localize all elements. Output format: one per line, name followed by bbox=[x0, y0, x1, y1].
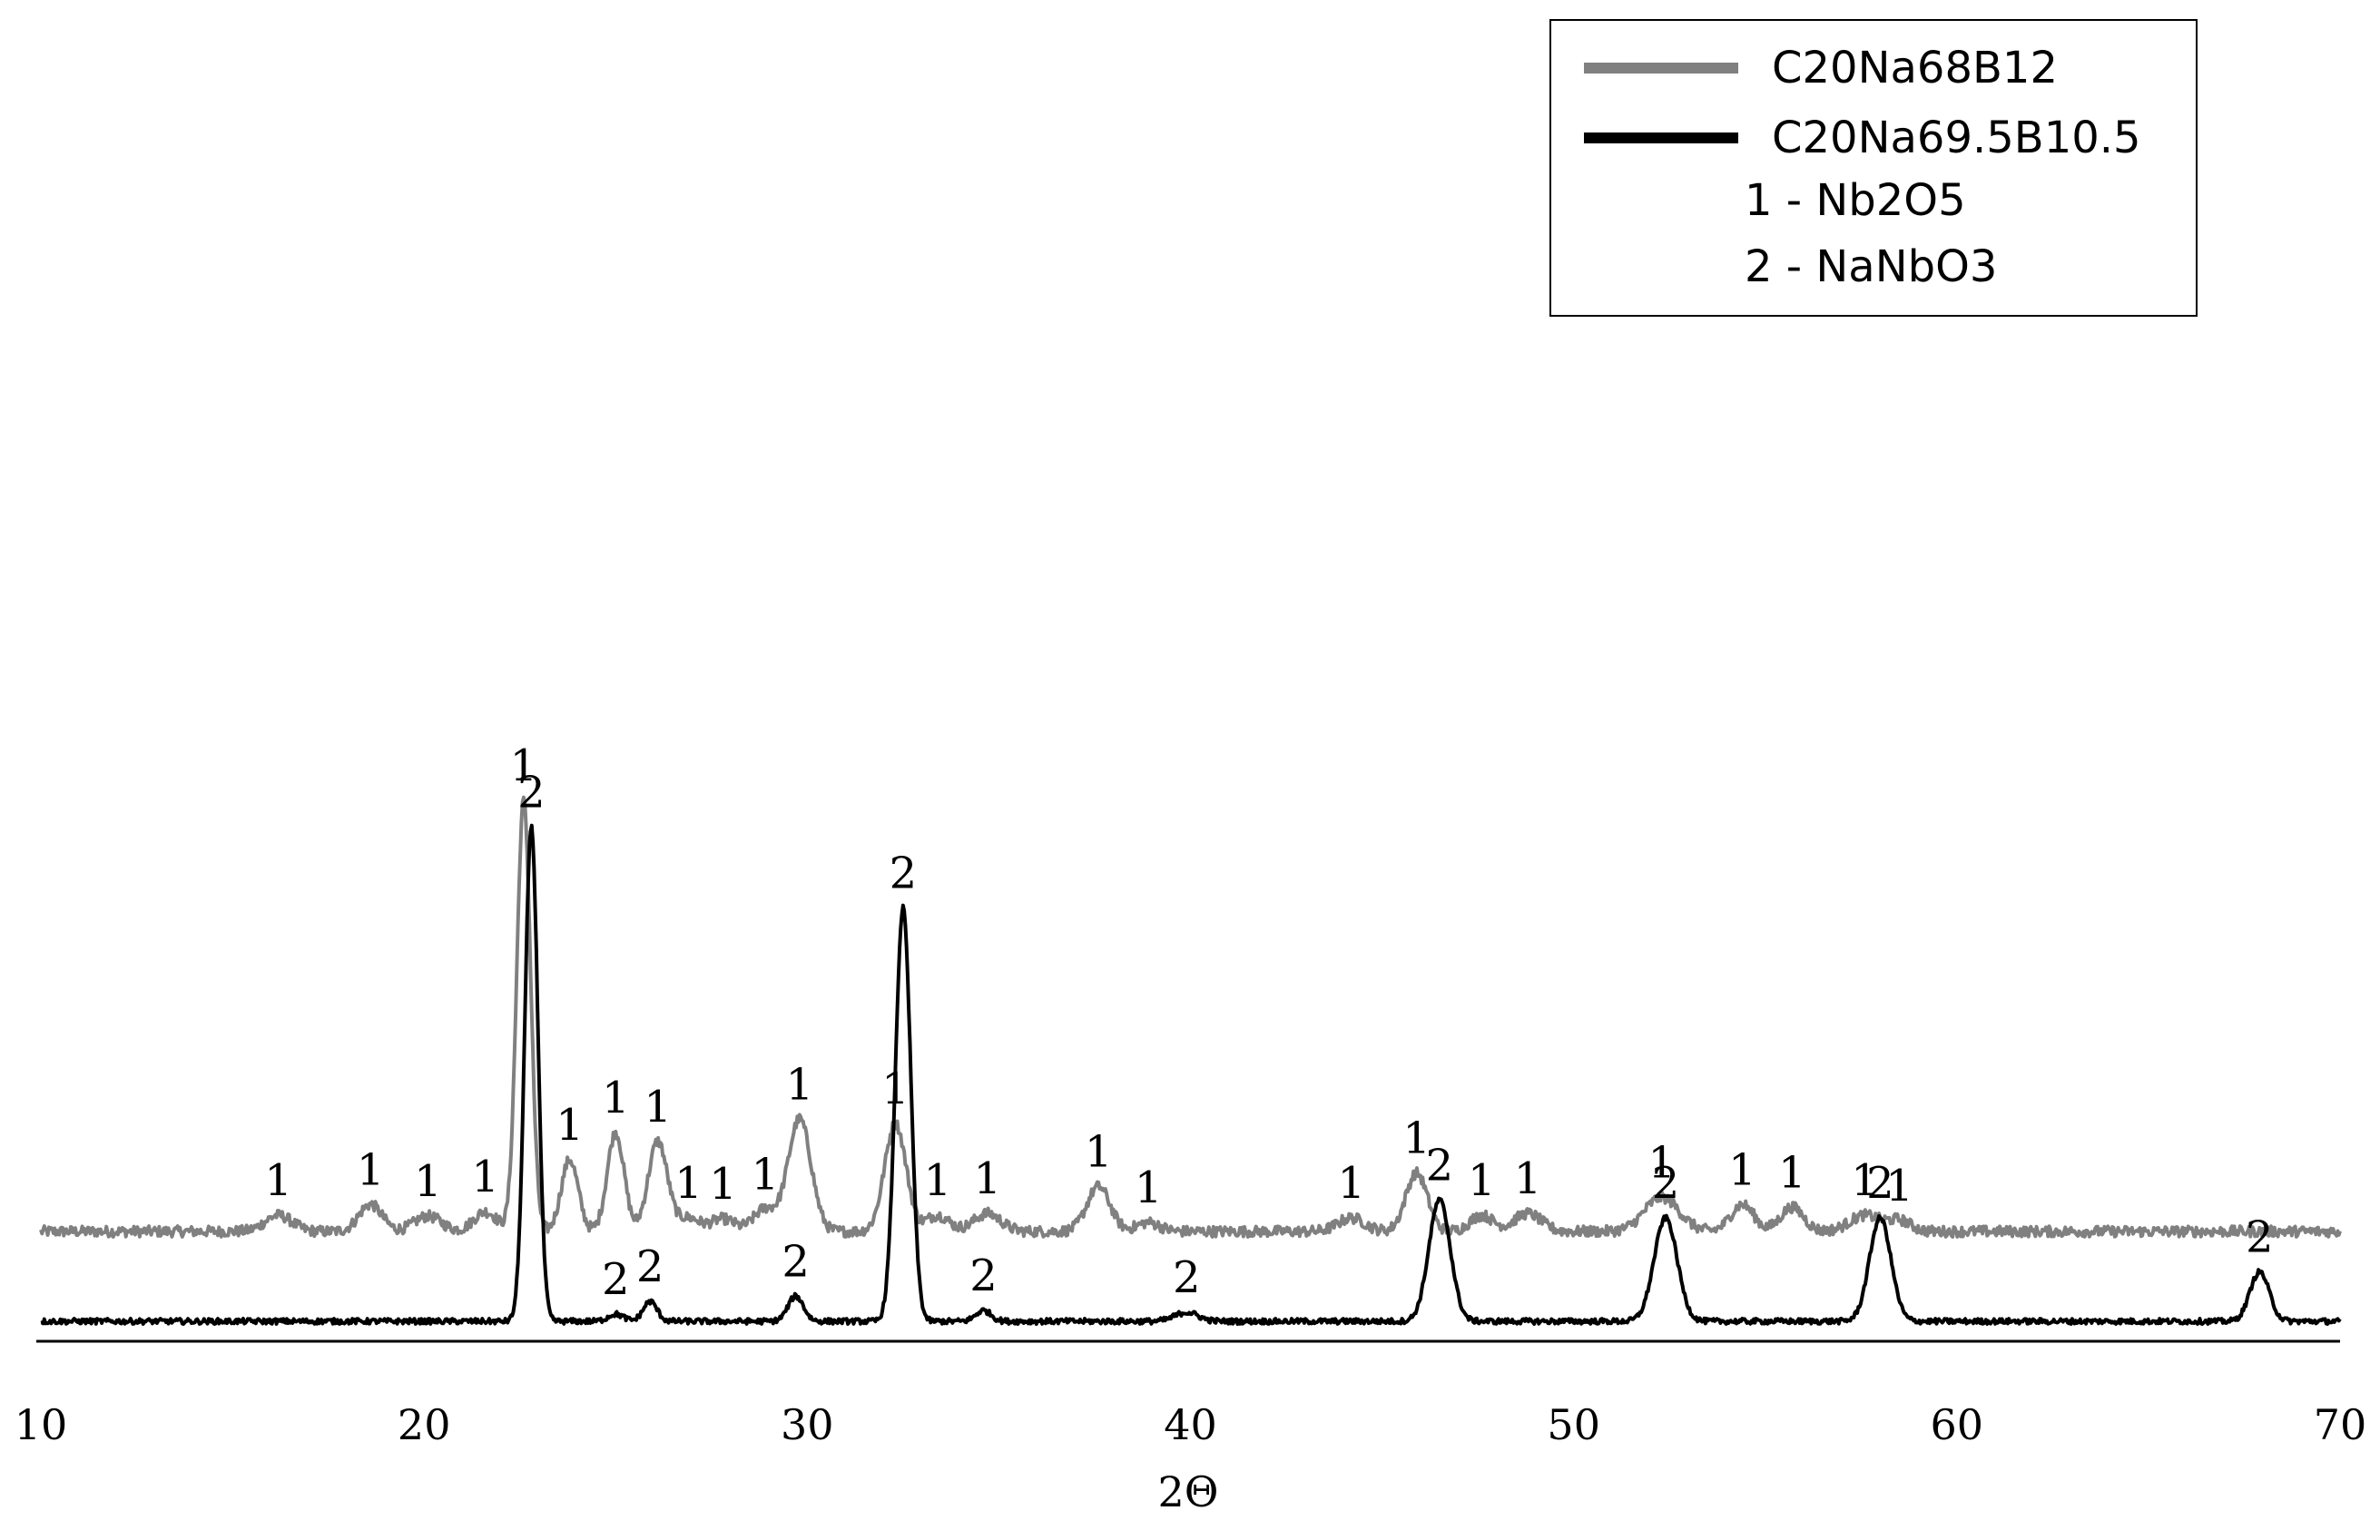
series-line-c20na68b12 bbox=[39, 795, 2342, 1239]
legend-label-c20na68b12: C20Na68B12 bbox=[1772, 43, 2058, 93]
peak-label: 1 bbox=[974, 1153, 1002, 1204]
legend-note-2: 2 - NaNbO3 bbox=[1745, 241, 1997, 292]
peak-label: 1 bbox=[1728, 1144, 1756, 1195]
peak-label: 2 bbox=[602, 1254, 630, 1305]
x-tick-label: 60 bbox=[1931, 1400, 1984, 1449]
x-tick-label: 30 bbox=[781, 1400, 834, 1449]
legend-note-1: 1 - Nb2O5 bbox=[1745, 175, 1966, 226]
peak-label: 1 bbox=[510, 741, 538, 791]
peak-label: 1 bbox=[1085, 1127, 1113, 1178]
legend: C20Na68B12 C20Na69.5B10.5 1 - Nb2O5 2 - … bbox=[1549, 19, 2198, 317]
legend-label-c20na69-5b10-5: C20Na69.5B10.5 bbox=[1772, 113, 2141, 163]
peak-label: 2 bbox=[517, 768, 546, 819]
peak-label: 1 bbox=[924, 1155, 952, 1206]
peak-label: 1 bbox=[471, 1152, 499, 1202]
peak-label: 2 bbox=[782, 1236, 810, 1287]
x-tick-label: 20 bbox=[398, 1400, 451, 1449]
peak-label: 1 bbox=[357, 1144, 385, 1195]
peak-label: 1 bbox=[1338, 1158, 1366, 1209]
peak-label: 1 bbox=[1402, 1113, 1431, 1164]
x-tick-label: 70 bbox=[2314, 1400, 2367, 1449]
peak-label: 1 bbox=[264, 1155, 292, 1206]
peak-label: 1 bbox=[414, 1156, 442, 1207]
peak-label: 2 bbox=[636, 1241, 664, 1292]
series-line-c20na69-5b10-5 bbox=[40, 823, 2342, 1326]
peak-label: 2 bbox=[1173, 1252, 1201, 1303]
peak-label: 1 bbox=[1885, 1161, 1913, 1211]
peak-label: 1 bbox=[1468, 1155, 1496, 1206]
peak-label: 2 bbox=[969, 1251, 998, 1301]
peak-label: 1 bbox=[752, 1149, 780, 1200]
peak-label: 2 bbox=[1866, 1158, 1894, 1209]
peak-label: 2 bbox=[1426, 1140, 1454, 1191]
peak-label: 1 bbox=[1851, 1155, 1879, 1206]
peak-label: 1 bbox=[709, 1159, 737, 1210]
peak-label: 1 bbox=[881, 1064, 910, 1114]
peak-label: 1 bbox=[556, 1100, 584, 1151]
peak-label: 1 bbox=[674, 1158, 703, 1209]
series-layer bbox=[39, 795, 2342, 1326]
peak-label: 1 bbox=[602, 1073, 630, 1123]
peak-label: 1 bbox=[1648, 1137, 1677, 1188]
peak-label: 1 bbox=[1778, 1147, 1806, 1198]
peak-label: 1 bbox=[786, 1059, 814, 1110]
peak-label: 2 bbox=[890, 848, 918, 899]
peak-label: 2 bbox=[1652, 1158, 1680, 1209]
x-tick-label: 40 bbox=[1164, 1400, 1217, 1449]
x-axis-title: 2Θ bbox=[1158, 1467, 1219, 1516]
peak-label: 1 bbox=[644, 1082, 672, 1133]
x-tick-label: 10 bbox=[15, 1400, 68, 1449]
x-axis-ticks: 10 20 30 40 50 60 70 bbox=[15, 1400, 2367, 1449]
peak-label: 1 bbox=[1135, 1162, 1163, 1213]
peak-label: 1 bbox=[1514, 1153, 1542, 1204]
x-tick-label: 50 bbox=[1547, 1400, 1600, 1449]
peak-label: 2 bbox=[2246, 1212, 2274, 1263]
